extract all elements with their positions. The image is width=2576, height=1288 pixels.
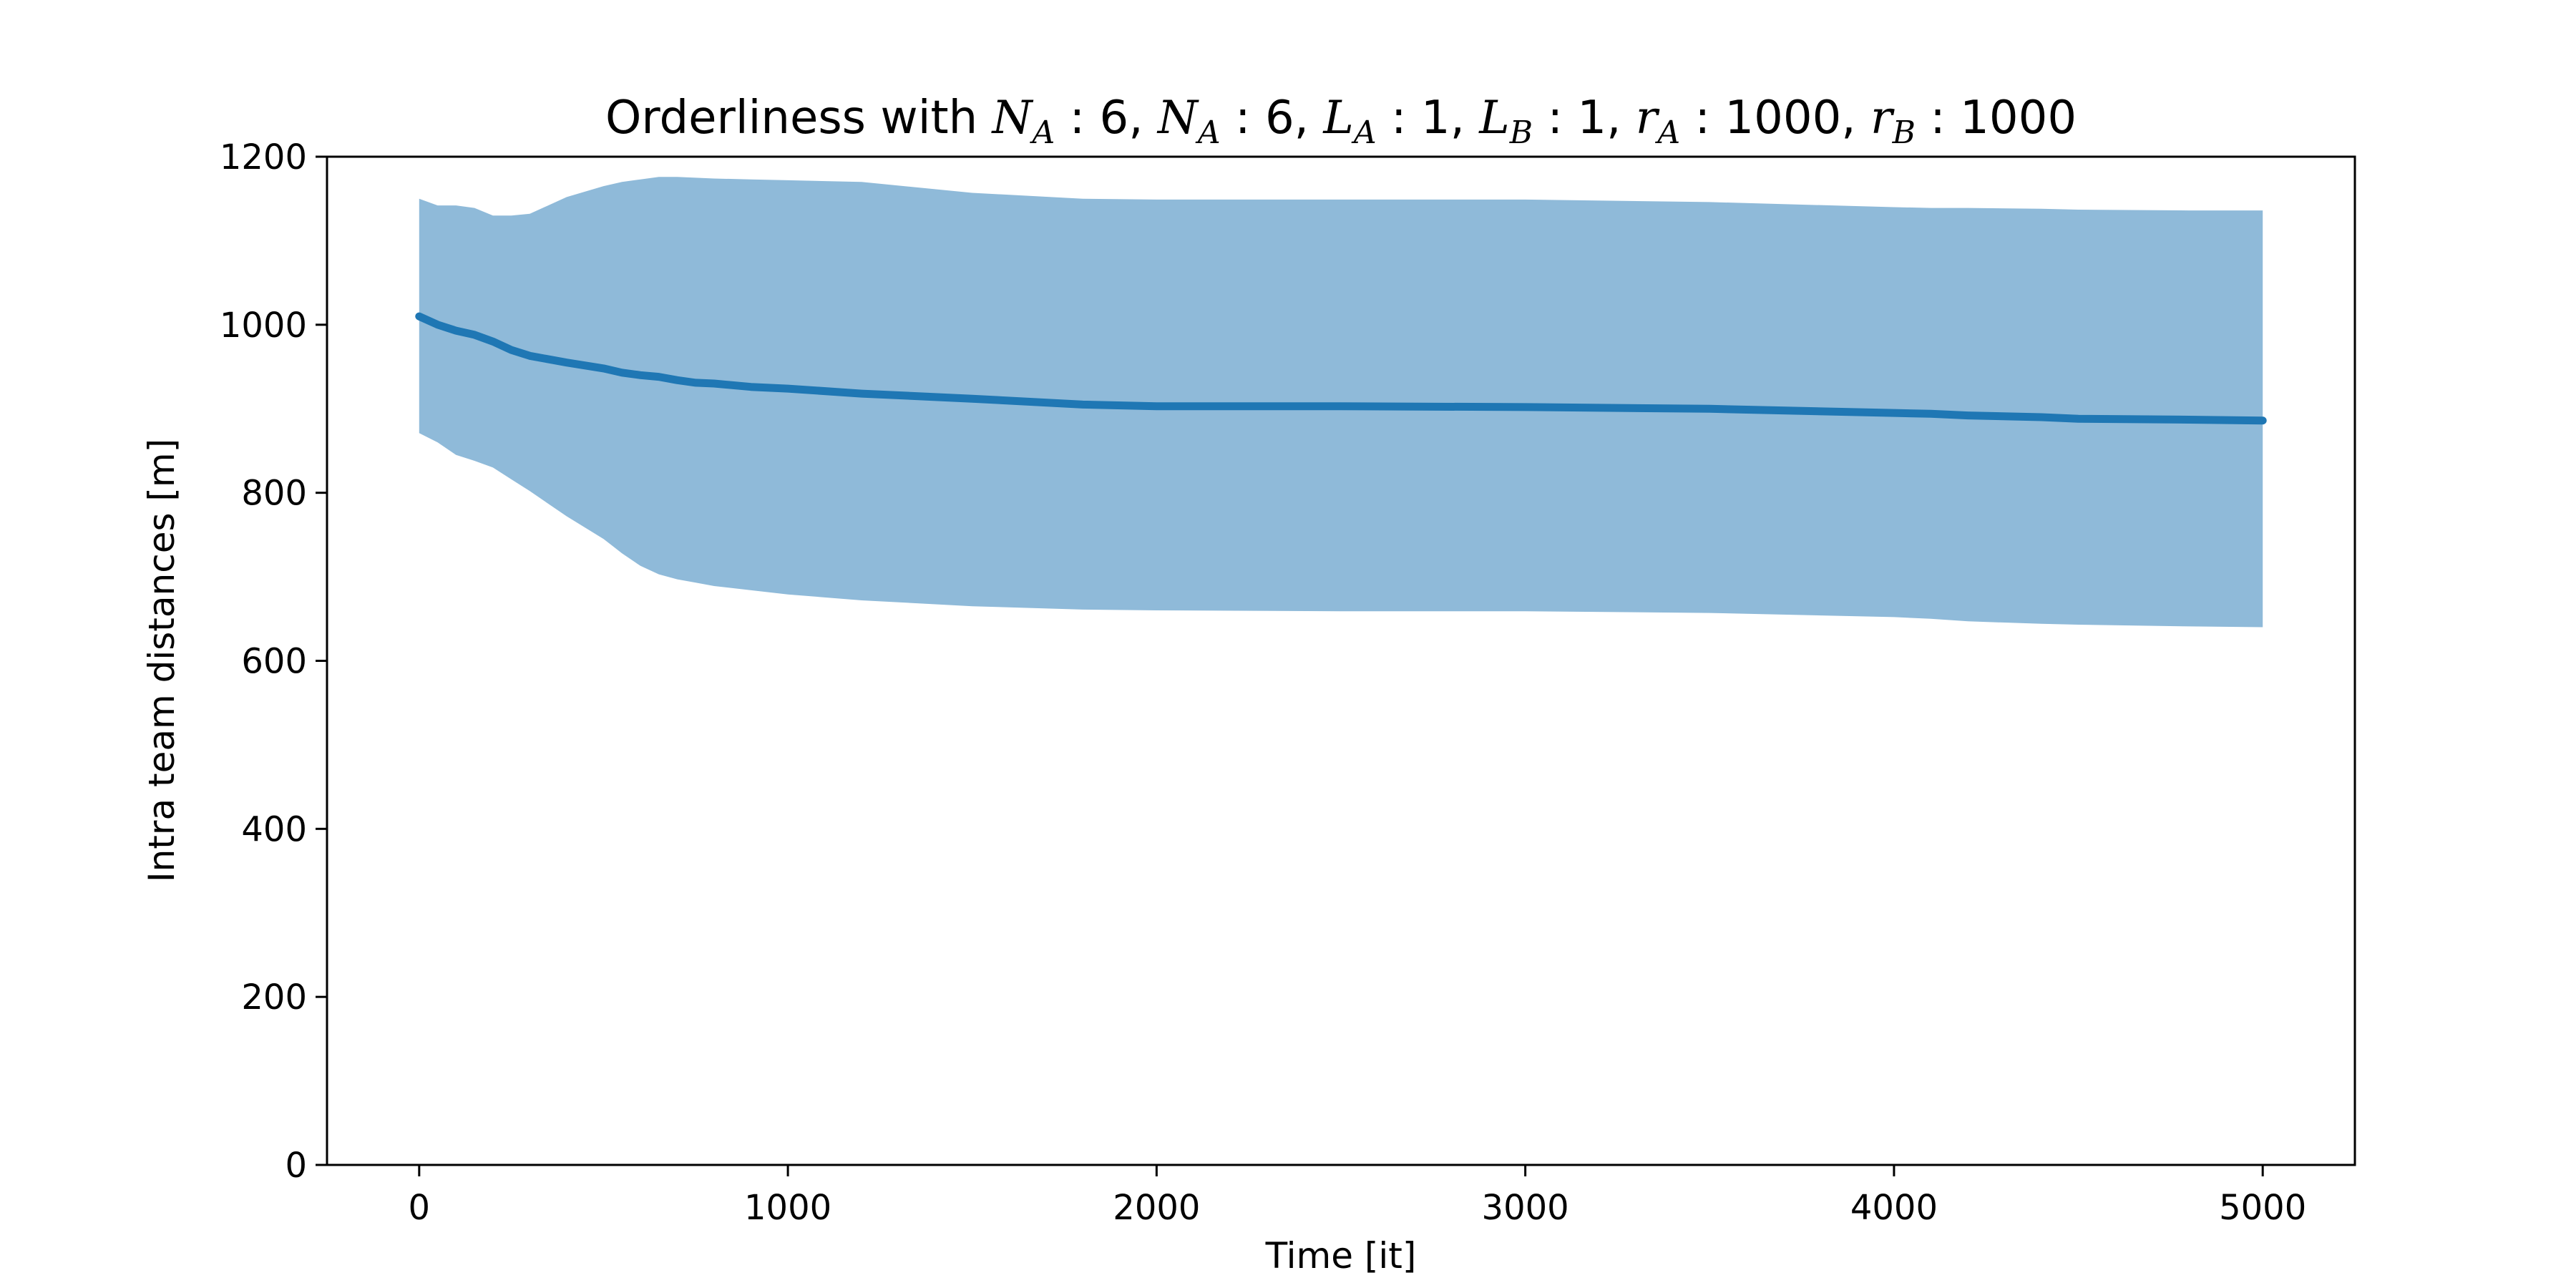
title-term-symbol: N <box>1156 92 1199 145</box>
y-axis: 0 200 400 600 800 1000 1200 <box>220 137 327 1186</box>
title-term-value: : 6, <box>1055 92 1158 145</box>
title-term-subscript: B <box>1509 114 1533 151</box>
x-tick-label: 4000 <box>1850 1188 1938 1228</box>
title-term-value: : 1000, <box>1680 92 1870 145</box>
std-band-area <box>419 177 2263 628</box>
title-term-value: : 6, <box>1221 92 1324 145</box>
title-term-symbol: L <box>1322 92 1354 145</box>
y-tick-label: 1200 <box>220 137 307 177</box>
title-term-subscript: A <box>1654 114 1680 151</box>
title-term-symbol: r <box>1870 92 1895 145</box>
y-tick-label: 0 <box>285 1146 307 1186</box>
title-term-subscript: A <box>1195 114 1221 151</box>
chart-title: Orderliness with NA : 6, NA : 6, LA : 1,… <box>605 92 2077 151</box>
x-tick-label: 1000 <box>744 1188 831 1228</box>
plot-area <box>415 177 2267 628</box>
mean-line <box>415 312 2267 425</box>
title-term-value: : 1, <box>1533 92 1636 145</box>
y-tick-label: 200 <box>241 977 307 1018</box>
y-tick-label: 600 <box>241 642 307 682</box>
title-term-symbol: L <box>1478 92 1510 145</box>
y-tick-label: 1000 <box>220 306 307 346</box>
title-term-symbol: r <box>1636 92 1660 145</box>
x-axis-label: Time [it] <box>1265 1235 1417 1277</box>
title-term-symbol: N <box>990 92 1033 145</box>
x-tick-label: 2000 <box>1113 1188 1200 1228</box>
y-axis-label: Intra team distances [m] <box>141 439 182 882</box>
y-tick-label: 800 <box>241 474 307 514</box>
x-tick-label: 3000 <box>1482 1188 1569 1228</box>
title-term-subscript: A <box>1029 114 1055 151</box>
y-tick-label: 400 <box>241 809 307 849</box>
title-term-value: : 1, <box>1377 92 1480 145</box>
title-term-subscript: A <box>1351 114 1377 151</box>
title-term-subscript: B <box>1892 114 1916 151</box>
title-prefix: Orderliness with <box>605 92 992 145</box>
title-term-value: : 1000 <box>1916 92 2077 145</box>
x-axis: 0 1000 2000 3000 4000 5000 <box>409 1165 2306 1228</box>
x-tick-label: 0 <box>409 1188 431 1228</box>
x-tick-label: 5000 <box>2219 1188 2306 1228</box>
